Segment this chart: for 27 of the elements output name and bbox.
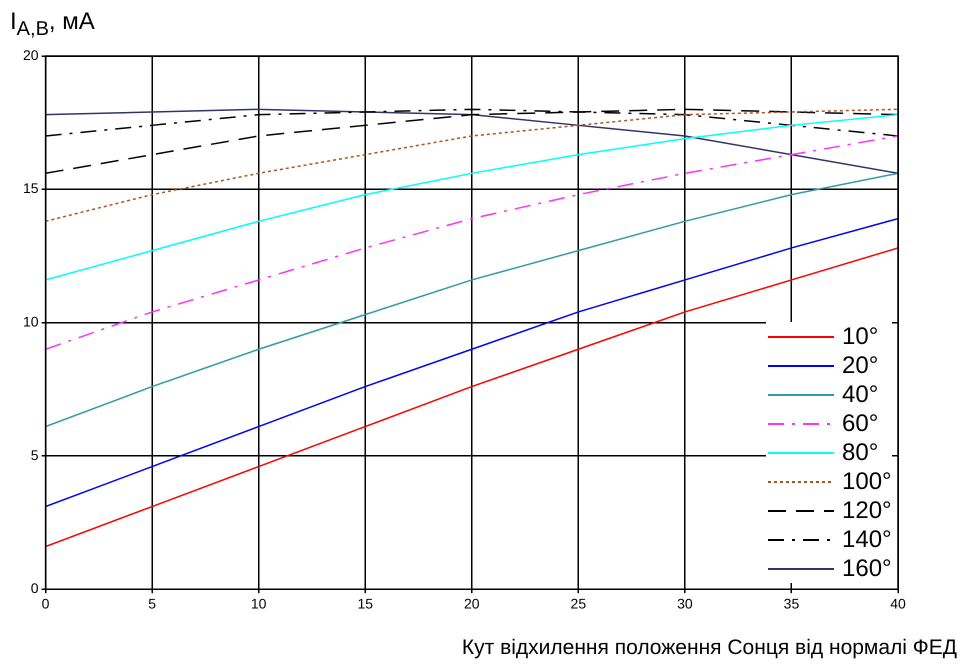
legend-label: 60° xyxy=(842,409,878,438)
y-tick-label: 10 xyxy=(22,313,39,330)
x-tick-label: 10 xyxy=(250,595,267,612)
x-tick-label: 15 xyxy=(357,595,374,612)
y-axis-title: I$_{A,B}$, мА xyxy=(10,8,95,41)
x-tick-label: 25 xyxy=(570,595,586,612)
x-tick-label: 40 xyxy=(890,595,906,612)
legend-label: 140° xyxy=(842,525,892,554)
legend-label: 120° xyxy=(842,496,892,526)
legend-label: 10° xyxy=(842,322,878,352)
x-tick-label: 35 xyxy=(784,595,800,612)
x-tick-label: 20 xyxy=(464,595,480,612)
x-tick-label: 5 xyxy=(148,595,156,612)
x-axis-title: Кут відхилення положення Сонця від нормалі ФЕД xyxy=(462,636,957,660)
y-tick-label: 15 xyxy=(22,180,39,196)
y-tick-label: 5 xyxy=(30,446,39,463)
legend-label: 80° xyxy=(842,438,878,468)
y-tick-label: 0 xyxy=(30,580,39,596)
line-series xyxy=(46,135,898,350)
line-series xyxy=(46,108,898,222)
legend-label: 20° xyxy=(842,351,878,380)
y-tick-label: 20 xyxy=(22,46,39,63)
legend-label: 160° xyxy=(842,554,892,584)
x-tick-label: 0 xyxy=(42,595,50,612)
legend-label: 40° xyxy=(842,380,878,410)
x-tick-label: 30 xyxy=(677,595,693,612)
legend-label: 100° xyxy=(842,467,892,496)
